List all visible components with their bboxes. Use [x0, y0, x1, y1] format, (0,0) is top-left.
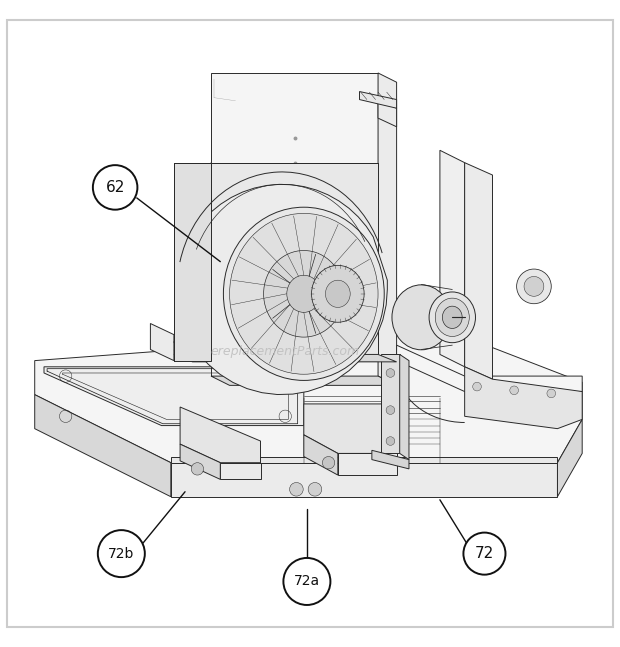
Polygon shape [174, 162, 388, 395]
Ellipse shape [223, 207, 384, 380]
Polygon shape [400, 355, 409, 459]
Polygon shape [174, 162, 211, 360]
Polygon shape [378, 73, 397, 386]
Polygon shape [464, 367, 582, 429]
Ellipse shape [429, 292, 476, 343]
Circle shape [290, 483, 303, 496]
Circle shape [283, 558, 330, 605]
Ellipse shape [311, 265, 364, 322]
Text: 72: 72 [475, 546, 494, 561]
Text: 72a: 72a [294, 575, 320, 589]
Polygon shape [304, 404, 397, 454]
Polygon shape [151, 324, 174, 360]
Circle shape [463, 532, 505, 575]
Polygon shape [360, 91, 397, 108]
Polygon shape [372, 450, 409, 469]
Text: 72b: 72b [108, 547, 135, 560]
Circle shape [298, 206, 310, 218]
Polygon shape [440, 150, 464, 367]
FancyBboxPatch shape [7, 21, 613, 626]
Text: ereplacementParts.com: ereplacementParts.com [211, 345, 360, 358]
Ellipse shape [264, 250, 344, 337]
Polygon shape [211, 162, 378, 360]
Circle shape [472, 382, 481, 391]
Text: 62: 62 [105, 180, 125, 195]
Polygon shape [180, 407, 260, 463]
Circle shape [386, 437, 395, 445]
Ellipse shape [435, 298, 469, 336]
Ellipse shape [443, 306, 462, 329]
Polygon shape [44, 367, 304, 426]
Polygon shape [397, 345, 582, 391]
Circle shape [191, 463, 203, 475]
Circle shape [386, 369, 395, 377]
Circle shape [322, 457, 335, 469]
Circle shape [386, 406, 395, 415]
Circle shape [524, 276, 544, 296]
Ellipse shape [326, 280, 350, 307]
Circle shape [93, 165, 138, 210]
Circle shape [510, 386, 518, 395]
Circle shape [547, 389, 556, 398]
Polygon shape [171, 457, 557, 463]
Polygon shape [171, 463, 557, 497]
Polygon shape [381, 355, 400, 454]
Polygon shape [557, 419, 582, 497]
Polygon shape [304, 435, 338, 475]
Polygon shape [378, 100, 397, 127]
Polygon shape [338, 454, 397, 475]
Ellipse shape [229, 214, 378, 374]
Ellipse shape [287, 275, 321, 313]
Polygon shape [464, 162, 492, 379]
Polygon shape [35, 330, 582, 463]
Polygon shape [211, 376, 397, 386]
Circle shape [308, 483, 322, 496]
Circle shape [516, 269, 551, 303]
Polygon shape [211, 73, 378, 376]
Polygon shape [174, 355, 397, 362]
Circle shape [98, 530, 145, 577]
Polygon shape [35, 395, 171, 497]
Polygon shape [180, 444, 220, 479]
Polygon shape [220, 463, 260, 479]
Ellipse shape [392, 285, 451, 350]
